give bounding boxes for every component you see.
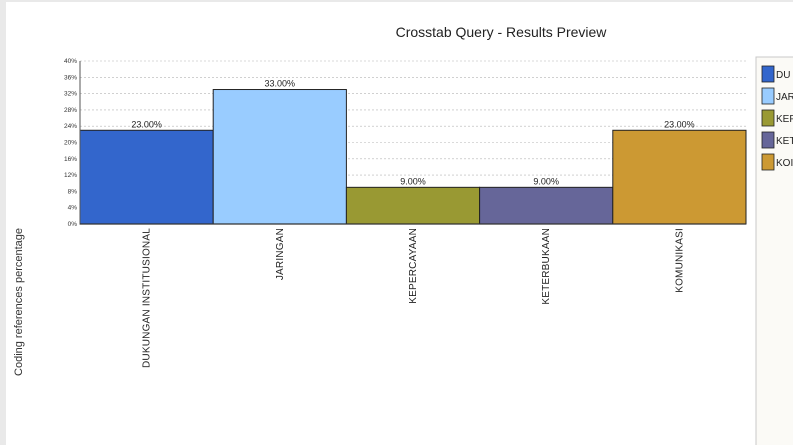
bar	[479, 186, 614, 225]
legend-swatch	[761, 153, 775, 171]
y-tick-label: 12%	[64, 172, 77, 179]
y-tick-label: 28%	[64, 107, 77, 114]
y-tick-label: 32%	[64, 91, 77, 98]
bar	[79, 129, 214, 225]
data-label: 33.00%	[265, 79, 296, 89]
legend-entry: KET	[776, 136, 793, 147]
legend-entry: DU	[776, 70, 790, 81]
x-tick-label: KETERBUKAAN	[541, 228, 552, 305]
legend-entry: JAR	[776, 92, 793, 103]
legend-swatch	[761, 65, 775, 83]
y-tick-label: 16%	[64, 156, 77, 163]
bar	[612, 129, 747, 225]
x-tick-label: KEPERCAYAAN	[408, 228, 419, 304]
y-tick-label: 8%	[68, 188, 78, 195]
y-tick-label: 36%	[64, 74, 77, 81]
legend-swatch	[761, 87, 775, 105]
legend-swatch	[761, 131, 775, 149]
chart-title: Crosstab Query - Results Preview	[396, 24, 608, 40]
data-label: 23.00%	[131, 119, 162, 129]
window-top-edge	[0, 0, 793, 2]
legend-entry: KEP	[776, 114, 793, 125]
x-tick-label: DUKUNGAN INSTITUSIONAL	[142, 228, 153, 368]
axes	[79, 61, 746, 225]
data-label: 23.00%	[664, 119, 695, 129]
data-label: 9.00%	[533, 176, 559, 186]
data-labels: 23.00% 33.00% 9.00% 9.00% 23.00%	[131, 79, 694, 187]
y-tick-label: 20%	[64, 140, 77, 147]
legend: DU JAR KEP KET KOI	[755, 56, 793, 445]
window-left-edge	[0, 0, 6, 445]
y-tick-label: 4%	[68, 205, 78, 212]
bar	[212, 89, 347, 225]
x-tick-label: JARINGAN	[275, 228, 286, 280]
y-axis-label: Coding references percentage	[13, 228, 25, 376]
legend-swatch	[761, 109, 775, 127]
legend-entry: KOI	[776, 158, 793, 169]
y-tick-label: 0%	[68, 221, 78, 228]
y-tick-label: 24%	[64, 123, 77, 130]
y-tick-label: 40%	[64, 58, 77, 65]
y-axis-ticks: 0% 4% 8% 12% 16% 20% 24% 28% 32% 36% 40%	[64, 58, 77, 228]
data-label: 9.00%	[400, 176, 426, 186]
category-labels: DUKUNGAN INSTITUSIONAL JARINGAN KEPERCAYAA…	[142, 228, 686, 368]
x-tick-label: KOMUNIKASI	[674, 228, 685, 293]
bar	[345, 186, 481, 225]
